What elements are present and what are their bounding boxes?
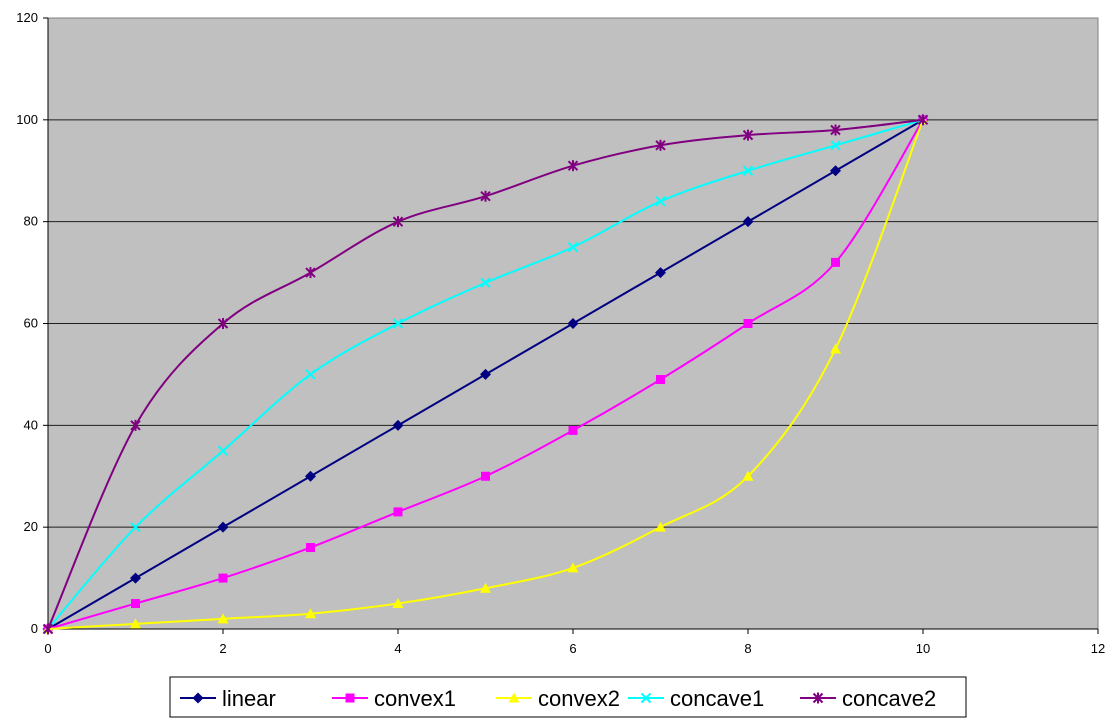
data-point-convex1-5 bbox=[481, 471, 490, 481]
legend-item-convex1: convex1 bbox=[332, 686, 456, 711]
series-concave2 bbox=[42, 114, 929, 635]
data-point-linear-7 bbox=[655, 267, 666, 279]
marker-stroke bbox=[742, 165, 754, 176]
legend-item-convex2: convex2 bbox=[496, 686, 620, 711]
data-point-convex2-2 bbox=[217, 613, 229, 624]
marker-stroke bbox=[830, 140, 841, 151]
data-point-convex2-8 bbox=[742, 470, 754, 481]
data-point-linear-6 bbox=[567, 318, 579, 329]
series-layer bbox=[42, 114, 929, 635]
data-point-linear-8 bbox=[742, 216, 754, 228]
data-point-concave1-9 bbox=[830, 140, 841, 151]
x-tick-label: 10 bbox=[916, 641, 930, 656]
legend-marker bbox=[345, 693, 355, 703]
data-point-concave1-1 bbox=[130, 521, 141, 533]
series-line-convex2 bbox=[47, 119, 924, 630]
series-line-concave1 bbox=[47, 118, 924, 630]
y-tick-label: 80 bbox=[24, 214, 38, 229]
legend-item-linear: linear bbox=[180, 686, 276, 711]
x-tick-label: 4 bbox=[394, 641, 401, 656]
data-point-concave1-6 bbox=[567, 241, 579, 253]
data-point-concave1-2 bbox=[217, 445, 229, 456]
data-point-concave2-9 bbox=[830, 124, 841, 136]
data-point-linear-2 bbox=[217, 521, 229, 533]
legend-marker bbox=[640, 692, 652, 704]
legend-label: concave1 bbox=[670, 686, 764, 711]
x-tick-label: 0 bbox=[44, 641, 51, 656]
y-tick-label: 60 bbox=[24, 316, 38, 331]
data-point-concave2-0 bbox=[42, 623, 54, 635]
y-tick-label: 40 bbox=[24, 417, 38, 432]
marker-stroke bbox=[480, 277, 491, 288]
data-point-convex1-8 bbox=[743, 319, 753, 328]
data-point-concave2-6 bbox=[567, 160, 579, 172]
legend-marker bbox=[508, 692, 520, 703]
data-point-concave2-2 bbox=[217, 318, 229, 329]
marker-stroke bbox=[130, 521, 141, 533]
data-point-convex2-7 bbox=[655, 521, 666, 532]
data-point-concave2-5 bbox=[480, 190, 491, 202]
data-point-concave1-5 bbox=[480, 277, 491, 288]
data-point-concave2-4 bbox=[392, 216, 404, 228]
legend-marker bbox=[192, 692, 204, 704]
series-line-convex1 bbox=[47, 119, 924, 630]
data-point-concave1-8 bbox=[742, 165, 754, 176]
data-point-convex2-4 bbox=[392, 598, 404, 609]
axes: 0 20 40 60 80 100 120 0 2 4 6 8 10 12 bbox=[16, 10, 1105, 656]
legend: linear convex1 convex2 concave1 concave2 bbox=[169, 676, 967, 718]
series-line-concave2 bbox=[47, 118, 924, 630]
data-point-concave2-7 bbox=[655, 139, 666, 151]
data-point-convex2-5 bbox=[480, 582, 491, 593]
legend-label: linear bbox=[222, 686, 276, 711]
legend-label: convex1 bbox=[374, 686, 456, 711]
data-point-linear-1 bbox=[130, 572, 141, 584]
data-point-concave1-7 bbox=[655, 196, 666, 207]
data-point-convex1-1 bbox=[131, 599, 140, 609]
y-tick-label: 0 bbox=[31, 621, 38, 636]
data-point-concave2-3 bbox=[305, 267, 316, 279]
data-point-concave2-8 bbox=[742, 129, 754, 141]
marker-stroke bbox=[567, 241, 579, 253]
x-tick-label: 8 bbox=[744, 641, 751, 656]
data-point-convex1-4 bbox=[393, 507, 403, 517]
data-point-convex2-6 bbox=[567, 562, 579, 573]
marker-stroke bbox=[305, 369, 316, 380]
marker-stroke bbox=[392, 318, 404, 329]
y-tick-label: 120 bbox=[16, 10, 38, 25]
x-tick-label: 12 bbox=[1091, 641, 1105, 656]
data-point-convex1-3 bbox=[306, 543, 315, 553]
data-point-concave2-1 bbox=[130, 419, 141, 431]
marker-stroke bbox=[640, 692, 652, 704]
y-tick-label: 20 bbox=[24, 519, 38, 534]
data-point-linear-9 bbox=[830, 165, 841, 177]
data-point-convex1-9 bbox=[831, 257, 840, 267]
marker-stroke bbox=[655, 196, 666, 207]
data-point-linear-3 bbox=[305, 470, 316, 482]
data-point-convex2-9 bbox=[830, 343, 841, 354]
data-point-convex2-3 bbox=[305, 608, 316, 619]
marker-stroke bbox=[217, 445, 229, 456]
legend-item-concave1: concave1 bbox=[628, 686, 764, 711]
data-point-convex1-6 bbox=[568, 425, 578, 435]
data-point-convex1-2 bbox=[218, 573, 228, 583]
legend-item-concave2: concave2 bbox=[800, 686, 936, 711]
data-point-convex2-1 bbox=[130, 618, 141, 629]
legend-label: convex2 bbox=[538, 686, 620, 711]
legend-marker bbox=[812, 692, 824, 704]
x-tick-label: 6 bbox=[569, 641, 576, 656]
x-tick-label: 2 bbox=[219, 641, 226, 656]
data-point-concave2-10 bbox=[917, 114, 929, 126]
data-point-concave1-3 bbox=[305, 369, 316, 380]
data-point-convex1-7 bbox=[656, 375, 665, 385]
data-point-concave1-4 bbox=[392, 318, 404, 329]
data-point-linear-4 bbox=[392, 419, 404, 431]
y-tick-label: 100 bbox=[16, 112, 38, 127]
data-point-linear-5 bbox=[480, 368, 491, 380]
legend-label: concave2 bbox=[842, 686, 936, 711]
